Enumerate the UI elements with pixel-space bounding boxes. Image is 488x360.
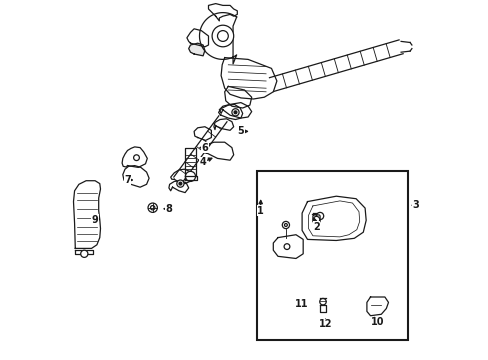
Text: 5: 5 — [237, 126, 244, 136]
Polygon shape — [218, 104, 242, 120]
Text: 2: 2 — [312, 222, 319, 232]
Text: 8: 8 — [165, 204, 172, 214]
Polygon shape — [320, 305, 325, 312]
Circle shape — [313, 216, 319, 223]
Circle shape — [319, 298, 325, 305]
Polygon shape — [194, 127, 211, 140]
Circle shape — [282, 221, 289, 229]
Text: 11: 11 — [295, 299, 308, 309]
Bar — [257, 171, 407, 340]
Text: 10: 10 — [370, 317, 384, 327]
Circle shape — [316, 212, 323, 220]
Circle shape — [179, 182, 182, 185]
Circle shape — [185, 171, 195, 181]
Circle shape — [217, 31, 228, 41]
Polygon shape — [75, 250, 92, 254]
Polygon shape — [269, 40, 402, 91]
Polygon shape — [213, 119, 233, 130]
Polygon shape — [203, 142, 233, 160]
Circle shape — [284, 224, 287, 226]
Text: 6: 6 — [201, 143, 208, 153]
Polygon shape — [73, 181, 101, 248]
Polygon shape — [366, 297, 387, 316]
Polygon shape — [199, 13, 236, 64]
Polygon shape — [122, 166, 149, 187]
Polygon shape — [208, 4, 237, 21]
Polygon shape — [185, 148, 195, 176]
Polygon shape — [219, 103, 251, 118]
Polygon shape — [221, 58, 276, 99]
Text: 7: 7 — [124, 175, 131, 185]
Text: 9: 9 — [92, 215, 98, 225]
Circle shape — [81, 250, 88, 257]
Polygon shape — [184, 176, 197, 180]
Circle shape — [234, 111, 237, 114]
Polygon shape — [273, 235, 303, 258]
Circle shape — [231, 109, 239, 116]
Polygon shape — [302, 196, 366, 240]
Circle shape — [284, 244, 289, 249]
Polygon shape — [224, 86, 251, 108]
Circle shape — [150, 206, 155, 210]
Polygon shape — [186, 29, 208, 47]
Polygon shape — [312, 215, 320, 222]
Circle shape — [212, 25, 233, 47]
Text: 12: 12 — [318, 319, 331, 329]
Polygon shape — [122, 147, 147, 167]
Polygon shape — [170, 169, 192, 184]
Polygon shape — [168, 181, 188, 193]
Text: 4: 4 — [199, 157, 206, 167]
Circle shape — [148, 203, 157, 212]
Polygon shape — [188, 43, 204, 56]
Text: 1: 1 — [257, 206, 264, 216]
Circle shape — [133, 155, 139, 161]
Circle shape — [177, 180, 183, 187]
Text: 3: 3 — [411, 200, 418, 210]
Polygon shape — [174, 116, 226, 183]
